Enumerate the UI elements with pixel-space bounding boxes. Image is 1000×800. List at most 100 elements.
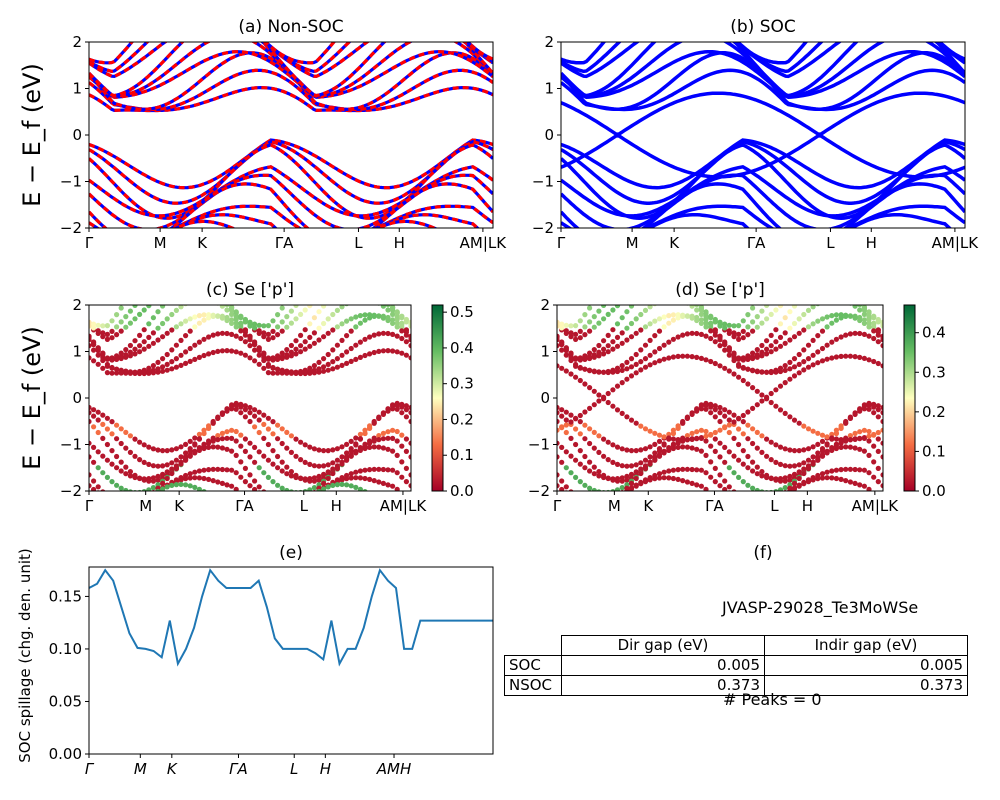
- band-point: [670, 436, 677, 442]
- band-point: [722, 444, 728, 450]
- band-line: [89, 42, 493, 74]
- band-line: [645, 212, 953, 228]
- band-point: [764, 285, 769, 290]
- band-point: [857, 436, 863, 442]
- band-point: [736, 441, 742, 448]
- band-point: [852, 305, 858, 309]
- band-point: [801, 447, 807, 453]
- band-point: [843, 466, 849, 472]
- band-point: [89, 440, 92, 446]
- band-point: [403, 332, 409, 338]
- band-point: [104, 426, 110, 432]
- band-point: [824, 356, 830, 362]
- band-point: [559, 478, 565, 484]
- xtick-label: M: [134, 760, 147, 778]
- band-point: [247, 454, 253, 460]
- band-point: [123, 471, 129, 477]
- band-point: [321, 256, 326, 261]
- band-point: [633, 361, 639, 367]
- band-point: [661, 342, 667, 348]
- band-point: [689, 436, 695, 442]
- band-point: [726, 352, 732, 358]
- band-point: [810, 454, 816, 460]
- band-point: [661, 475, 667, 481]
- colorbar-label: 0.3: [922, 363, 946, 381]
- band-point: [819, 448, 826, 454]
- band-point: [619, 485, 625, 491]
- panel-e-spillage: 0.150.100.050.00Γ M K ΓA L H AMH: [49, 566, 494, 778]
- band-point: [155, 325, 161, 331]
- band-point: [819, 453, 826, 459]
- band-point: [652, 282, 657, 287]
- band-point: [321, 305, 327, 309]
- band-point: [684, 331, 691, 337]
- band-point: [178, 305, 184, 310]
- band-point: [689, 411, 695, 417]
- band-point: [279, 350, 285, 356]
- xtick-label: H: [866, 234, 877, 252]
- band-point: [238, 474, 244, 480]
- band-point: [242, 352, 248, 358]
- band-point: [371, 466, 377, 472]
- band-point: [726, 368, 732, 374]
- band-point: [769, 279, 774, 284]
- band-point: [247, 440, 253, 446]
- band-point: [614, 343, 621, 349]
- band-point: [89, 355, 92, 361]
- band-point: [559, 339, 565, 346]
- band-point: [275, 453, 281, 460]
- band-point: [114, 453, 120, 460]
- band-point: [825, 280, 830, 285]
- band-point: [187, 316, 193, 322]
- band-point: [708, 320, 714, 326]
- band-point: [787, 473, 793, 479]
- band-point: [127, 489, 133, 491]
- band-point: [633, 370, 639, 376]
- band-point: [114, 465, 120, 471]
- table-row: SOC 0.005 0.005: [504, 655, 968, 676]
- band-point: [302, 476, 308, 482]
- band-point: [782, 463, 788, 469]
- band-point: [169, 327, 175, 333]
- band-point: [91, 321, 97, 327]
- band-point: [557, 333, 560, 339]
- band-point: [114, 366, 120, 372]
- band-point: [394, 438, 400, 444]
- band-point: [698, 320, 705, 326]
- band-point: [381, 294, 386, 299]
- band-point: [339, 285, 344, 290]
- band-point: [624, 278, 629, 283]
- band-point: [796, 370, 802, 376]
- points-group-c: [89, 256, 411, 491]
- band-point: [188, 281, 193, 286]
- dir-gap-header: Dir gap (eV): [561, 635, 765, 656]
- band-point: [362, 336, 368, 342]
- band-point: [633, 475, 639, 482]
- band-point: [578, 498, 583, 503]
- band-point: [247, 410, 253, 416]
- band-point: [596, 489, 602, 491]
- panel-e-title: (e): [279, 543, 303, 563]
- band-point: [633, 469, 639, 475]
- band-point: [183, 450, 189, 456]
- band-point: [792, 292, 797, 297]
- band-point: [201, 312, 207, 318]
- band-point: [298, 368, 304, 375]
- band-point: [298, 332, 304, 338]
- band-point: [169, 366, 175, 372]
- band-point: [633, 483, 639, 489]
- band-point: [376, 415, 382, 421]
- band-point: [610, 307, 616, 313]
- soc-indir-gap: 0.005: [764, 655, 968, 676]
- xtick-label: L: [770, 497, 779, 515]
- band-point: [703, 309, 709, 315]
- band-point: [380, 330, 386, 336]
- band-point: [847, 313, 854, 319]
- band-point: [787, 376, 793, 382]
- band-point: [123, 314, 129, 320]
- band-point: [591, 402, 597, 408]
- band-point: [150, 463, 156, 469]
- band-point: [95, 449, 101, 455]
- plot-frame-a: [88, 41, 494, 229]
- xtick-label: AM|LK: [852, 497, 900, 515]
